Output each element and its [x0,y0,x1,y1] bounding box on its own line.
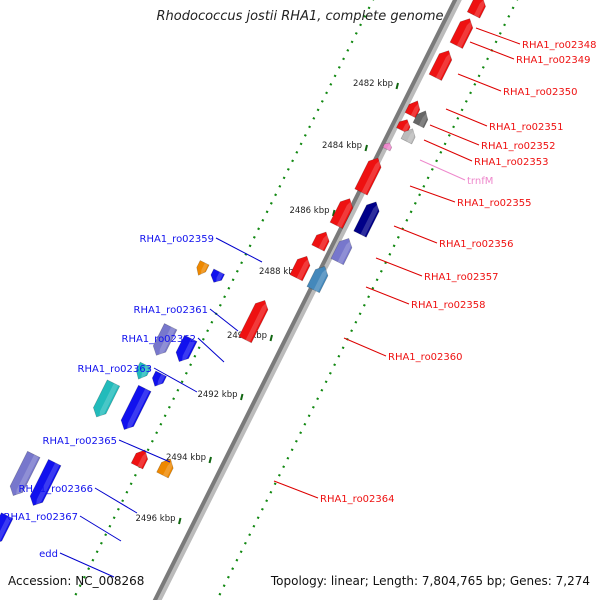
label-trnfM[interactable]: trnfM [467,176,493,187]
position-tick [332,209,336,217]
gene-RHA1_ro02357b[interactable] [330,235,355,266]
gene-RHA1_ro02356[interactable] [353,199,383,238]
label-RHA1_ro02355[interactable]: RHA1_ro02355 [457,198,532,209]
label-RHA1_ro02358-leader [365,286,410,305]
sequence-backbone [150,0,458,604]
gene-RHA1_ro02366b[interactable] [0,512,14,547]
label-RHA1_ro02350[interactable]: RHA1_ro02350 [503,87,578,98]
gene-RHA1_ro02351b[interactable] [396,117,412,134]
position-tick-label: 2488 kbp [259,267,299,277]
backbone-shadow [154,0,462,604]
gene-RHA1_ro02361b[interactable] [173,334,198,365]
label-RHA1_ro02349-leader [469,41,515,60]
position-tick [395,82,399,90]
label-trnfM-leader [419,159,466,181]
label-RHA1_ro02362[interactable]: RHA1_ro02362 [122,334,197,345]
gene-RHA1_ro02352[interactable] [412,108,431,129]
gene-RHA1_ro02362b[interactable] [150,370,167,389]
label-RHA1_ro02352[interactable]: RHA1_ro02352 [481,141,556,152]
label-RHA1_ro02366-leader [94,487,138,514]
label-RHA1_ro02365-leader [118,439,171,463]
gene-RHA1_ro02365b[interactable] [27,459,62,508]
position-tick-label: 2496 kbp [135,514,175,524]
position-tick-label: 2494 kbp [166,453,206,463]
label-RHA1_ro02356[interactable]: RHA1_ro02356 [439,239,514,250]
label-edd-leader [59,552,115,578]
gene-RHA1_ro02355[interactable] [354,155,385,196]
gene-RHA1_ro02358[interactable] [289,253,313,282]
label-RHA1_ro02350-leader [457,73,502,92]
label-RHA1_ro02364[interactable]: RHA1_ro02364 [320,494,395,505]
position-tick-label: 2482 kbp [353,79,393,89]
position-tick [269,334,273,342]
gene-RHA1_ro02362[interactable] [133,361,152,382]
label-RHA1_ro02361-leader [209,308,239,332]
position-tick-label: 2484 kbp [322,141,362,151]
label-RHA1_ro02366[interactable]: RHA1_ro02366 [19,484,94,495]
gene-RHA1_ro02358b[interactable] [306,263,331,294]
accession-text: Accession: NC_008268 [8,574,145,588]
label-RHA1_ro02361[interactable]: RHA1_ro02361 [134,305,209,316]
outer-guide-dots [213,0,519,604]
position-tick [240,393,244,401]
gene-RHA1_ro02348[interactable] [466,0,488,19]
gene-RHA1_ro02361[interactable] [150,323,178,359]
label-RHA1_ro02365[interactable]: RHA1_ro02365 [43,436,118,447]
label-RHA1_ro02351[interactable]: RHA1_ro02351 [489,122,564,133]
gene-RHA1_ro02363b[interactable] [118,384,152,432]
label-RHA1_ro02348-leader [475,27,521,45]
position-tick-label: 2486 kbp [289,206,329,216]
label-RHA1_ro02363-leader [153,367,198,393]
gene-RHA1_ro02360[interactable] [238,297,271,344]
label-RHA1_ro02360-leader [343,337,387,357]
label-RHA1_ro02356-leader [393,225,438,244]
label-RHA1_ro02351-leader [445,108,488,127]
position-tick [178,517,182,525]
gene-RHA1_ro02363[interactable] [90,379,121,420]
position-tick [208,456,212,464]
label-RHA1_ro02348[interactable]: RHA1_ro02348 [522,40,597,51]
label-RHA1_ro02349[interactable]: RHA1_ro02349 [516,55,591,66]
label-RHA1_ro02359-leader [215,237,263,263]
gene-RHA1_ro02351[interactable] [404,98,423,119]
label-RHA1_ro02353[interactable]: RHA1_ro02353 [474,157,549,168]
position-tick-label: 2492 kbp [197,390,237,400]
gene-RHA1_ro02365[interactable] [7,450,41,498]
label-RHA1_ro02364-leader [273,480,319,499]
gene-RHA1_ro02359b[interactable] [208,268,225,285]
gene-RHA1_ro02357[interactable] [311,229,333,252]
label-RHA1_ro02360[interactable]: RHA1_ro02360 [388,352,463,363]
label-RHA1_ro02355-leader [409,185,456,203]
map-title: Rhodococcus jostii RHA1, complete genome [156,9,444,24]
topology-text: Topology: linear; Length: 7,804,765 bp; … [270,574,590,588]
gene-RHA1_ro02353[interactable] [400,126,418,145]
gene-RHA1_ro02350[interactable] [428,47,455,81]
label-RHA1_ro02367[interactable]: RHA1_ro02367 [4,512,79,523]
label-edd[interactable]: edd [39,549,58,560]
gene-RHA1_ro02364[interactable] [130,447,151,470]
gene-RHA1_ro02349[interactable] [449,15,476,49]
position-tick [364,144,368,152]
inner-guide-dots [69,0,375,604]
label-RHA1_ro02367-leader [79,515,122,542]
label-RHA1_ro02363[interactable]: RHA1_ro02363 [78,364,153,375]
label-RHA1_ro02352-leader [429,124,480,146]
label-RHA1_ro02357[interactable]: RHA1_ro02357 [424,272,499,283]
gene-RHA1_ro02355b[interactable] [329,195,356,229]
label-RHA1_ro02353-leader [423,139,473,162]
gene-trnfM[interactable] [382,141,393,152]
label-RHA1_ro02358[interactable]: RHA1_ro02358 [411,300,486,311]
label-RHA1_ro02359[interactable]: RHA1_ro02359 [140,234,215,245]
gene-RHA1_ro02359[interactable] [194,260,210,278]
label-RHA1_ro02357-leader [375,257,423,277]
label-RHA1_ro02362-leader [197,337,225,363]
